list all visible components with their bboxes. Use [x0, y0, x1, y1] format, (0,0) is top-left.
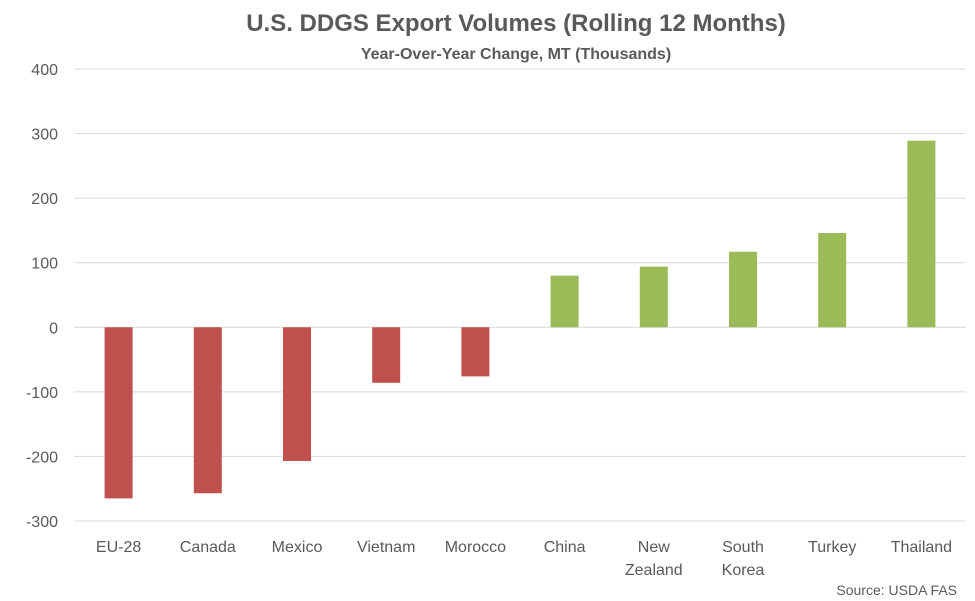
x-category-label: Mexico	[272, 539, 323, 556]
gridlines	[74, 68, 966, 522]
x-category-label: Vietnam	[357, 539, 415, 556]
x-category-label: EU-28	[96, 539, 141, 556]
x-category-label: Morocco	[445, 539, 506, 556]
bar	[907, 140, 936, 328]
x-category-label: New Zealand	[625, 539, 683, 579]
bar	[283, 327, 311, 461]
y-tick-label: 200	[31, 191, 58, 208]
bar	[461, 327, 490, 377]
source-note: Source: USDA FAS	[836, 582, 957, 598]
bars	[104, 140, 936, 499]
bar	[193, 327, 222, 494]
y-tick-label: -200	[26, 449, 58, 466]
x-category-label: South Korea	[722, 539, 765, 579]
bar	[550, 275, 579, 328]
x-category-label: Thailand	[891, 539, 952, 556]
x-category-label: China	[544, 539, 586, 556]
y-tick-label: -300	[26, 514, 58, 531]
chart-title: U.S. DDGS Export Volumes (Rolling 12 Mon…	[246, 10, 786, 37]
y-tick-label: 0	[49, 320, 58, 337]
bar	[818, 233, 847, 328]
chart-subtitle: Year-Over-Year Change, MT (Thousands)	[361, 46, 671, 63]
bar	[639, 266, 668, 328]
bar	[372, 327, 401, 383]
x-axis-category-labels: EU-28 Canada Mexico Vietnam Morocco China New Z…	[96, 539, 952, 579]
bar	[104, 327, 133, 499]
x-category-label: Turkey	[808, 539, 856, 556]
y-tick-label: 100	[31, 256, 58, 273]
y-tick-label: 300	[31, 127, 58, 144]
y-tick-label: 400	[31, 62, 58, 79]
y-tick-label: -100	[26, 385, 58, 402]
y-axis-tick-labels: 400 300 200 100 0 -100 -200 -300	[26, 62, 58, 531]
x-category-label: Canada	[180, 539, 236, 556]
bar	[729, 251, 757, 328]
